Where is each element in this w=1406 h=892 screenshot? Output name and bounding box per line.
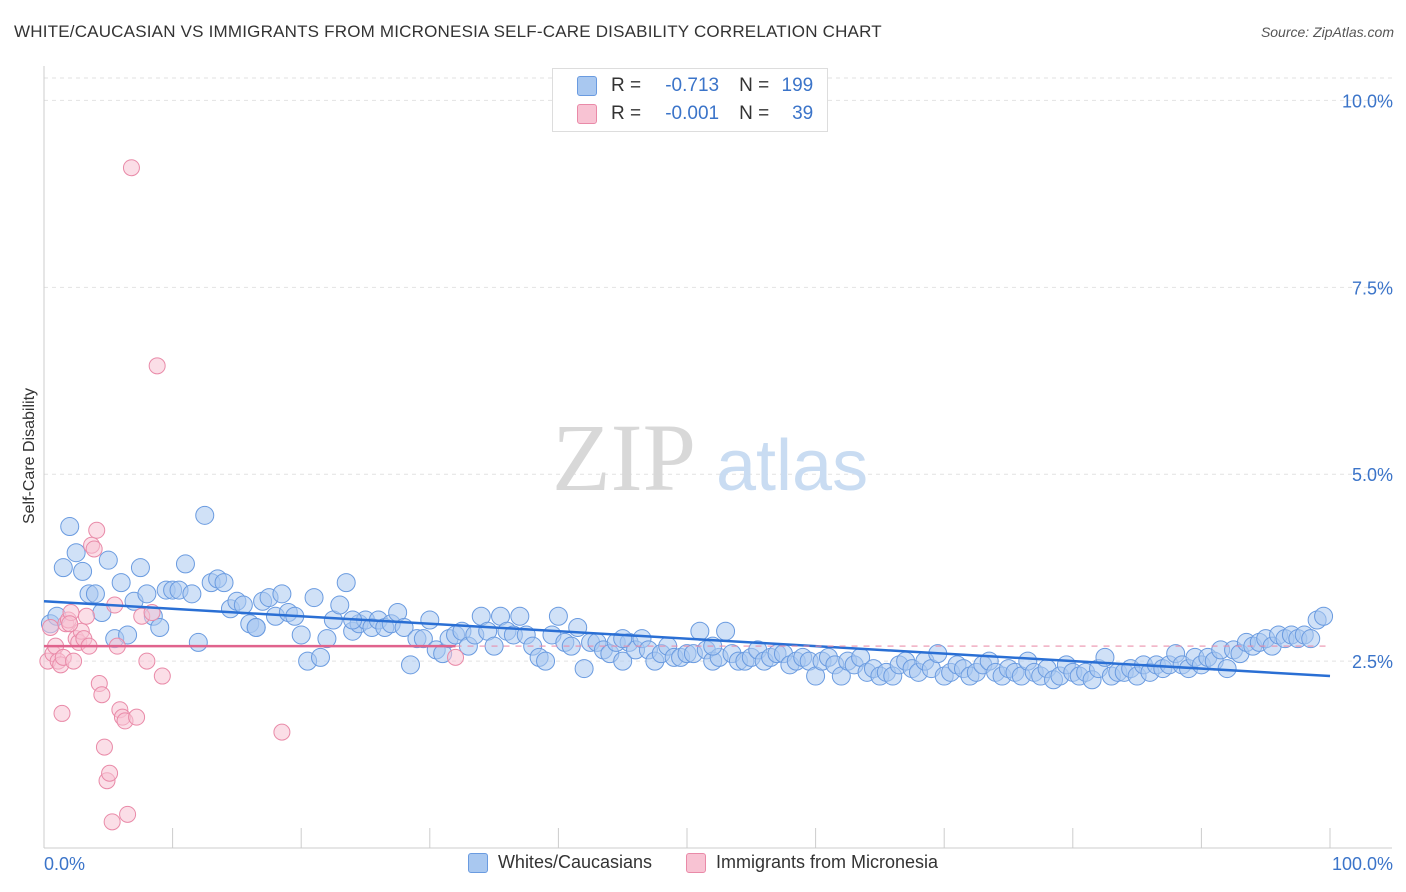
point-whites bbox=[214, 573, 234, 593]
point-whites bbox=[291, 625, 311, 645]
point-whites bbox=[413, 629, 433, 649]
axes bbox=[43, 66, 1392, 849]
legend-item-whites[interactable]: Whites/Caucasians bbox=[467, 852, 653, 873]
r-label: R = bbox=[611, 75, 642, 96]
point-whites bbox=[317, 629, 337, 649]
point-micronesia bbox=[122, 159, 140, 177]
point-whites bbox=[1314, 606, 1334, 626]
data-points bbox=[39, 159, 1334, 831]
point-whites bbox=[574, 659, 594, 679]
point-micronesia bbox=[85, 540, 103, 558]
n-label: N = bbox=[739, 75, 770, 96]
point-micronesia bbox=[95, 738, 113, 756]
point-whites bbox=[401, 655, 421, 675]
point-micronesia bbox=[447, 648, 465, 666]
chart-title: WHITE/CAUCASIAN VS IMMIGRANTS FROM MICRO… bbox=[14, 22, 882, 41]
trend-lines bbox=[43, 600, 1331, 678]
legend-swatch-whites bbox=[467, 852, 488, 873]
legend-item-micronesia[interactable]: Immigrants from Micronesia bbox=[686, 852, 938, 873]
point-whites bbox=[310, 647, 330, 667]
n-value: 199 bbox=[781, 75, 814, 96]
tick-labels: 2.5% 5.0% 7.5% 10.0% 0.0% 100.0% bbox=[44, 91, 1393, 874]
source-label: Source: ZipAtlas.com bbox=[1260, 24, 1394, 40]
point-micronesia bbox=[138, 652, 156, 670]
point-whites bbox=[175, 554, 195, 574]
point-micronesia bbox=[61, 615, 79, 633]
point-whites bbox=[182, 584, 202, 604]
point-micronesia bbox=[53, 704, 71, 722]
legend-row-whites: R = -0.713 N = 199 bbox=[577, 73, 813, 99]
point-whites bbox=[195, 505, 215, 525]
point-whites bbox=[336, 573, 356, 593]
y-tick-label: 2.5% bbox=[1352, 652, 1393, 672]
point-whites bbox=[330, 595, 350, 615]
point-whites bbox=[613, 629, 633, 649]
legend-row-micronesia: R = -0.001 N = 39 bbox=[577, 101, 813, 127]
correlation-legend: R = -0.713 N = 199 R = -0.001 N = 39 bbox=[552, 68, 828, 132]
point-whites bbox=[246, 617, 266, 637]
point-micronesia bbox=[93, 686, 111, 704]
point-whites bbox=[130, 558, 150, 578]
y-tick-label: 5.0% bbox=[1352, 465, 1393, 485]
point-whites bbox=[118, 625, 138, 645]
legend-label-micronesia: Immigrants from Micronesia bbox=[716, 852, 939, 872]
y-tick-label: 7.5% bbox=[1352, 278, 1393, 298]
y-axis-label: Self-Care Disability bbox=[21, 388, 38, 524]
point-micronesia bbox=[119, 805, 137, 823]
r-value: -0.001 bbox=[665, 103, 720, 124]
point-micronesia bbox=[148, 357, 166, 375]
point-whites bbox=[613, 651, 633, 671]
y-tick-label: 10.0% bbox=[1342, 91, 1393, 111]
n-label: N = bbox=[739, 103, 770, 124]
point-whites bbox=[85, 584, 105, 604]
point-whites bbox=[188, 632, 208, 652]
legend-swatch-whites bbox=[577, 76, 597, 96]
legend-swatch-micronesia bbox=[577, 104, 597, 124]
legend-label-whites: Whites/Caucasians bbox=[497, 852, 653, 872]
point-micronesia bbox=[153, 667, 171, 685]
legend-swatch-micronesia bbox=[686, 852, 707, 873]
point-whites bbox=[98, 550, 118, 570]
point-micronesia bbox=[65, 652, 83, 670]
point-micronesia bbox=[77, 607, 95, 625]
r-label: R = bbox=[611, 103, 642, 124]
point-micronesia bbox=[273, 723, 291, 741]
point-whites bbox=[272, 584, 292, 604]
point-micronesia bbox=[103, 813, 121, 831]
n-value: 39 bbox=[792, 103, 814, 124]
point-whites bbox=[73, 561, 93, 581]
grid-lines bbox=[44, 77, 1392, 662]
point-whites bbox=[536, 651, 556, 671]
trend-line-whites bbox=[43, 600, 1331, 678]
point-whites bbox=[66, 543, 86, 563]
point-whites bbox=[150, 617, 170, 637]
series-legend: Whites/Caucasians Immigrants from Micron… bbox=[0, 852, 1406, 873]
watermark-atlas: atlas bbox=[716, 426, 868, 506]
point-whites bbox=[137, 584, 157, 604]
x-tick-label: 0.0% bbox=[44, 854, 85, 874]
point-whites bbox=[690, 621, 710, 641]
point-whites bbox=[60, 517, 80, 537]
point-whites bbox=[1301, 629, 1321, 649]
point-whites bbox=[548, 606, 568, 626]
point-whites bbox=[304, 588, 324, 608]
point-micronesia bbox=[41, 618, 59, 636]
point-whites bbox=[716, 621, 736, 641]
point-micronesia bbox=[101, 764, 119, 782]
point-micronesia bbox=[128, 708, 146, 726]
x-tick-label: 100.0% bbox=[1332, 854, 1393, 874]
point-micronesia bbox=[88, 521, 106, 539]
point-whites bbox=[420, 610, 440, 630]
point-whites bbox=[111, 573, 131, 593]
watermark: ZIP atlas bbox=[552, 404, 868, 511]
r-value: -0.713 bbox=[665, 75, 720, 96]
point-whites bbox=[53, 558, 73, 578]
watermark-zip: ZIP bbox=[552, 404, 696, 511]
point-whites bbox=[510, 606, 530, 626]
